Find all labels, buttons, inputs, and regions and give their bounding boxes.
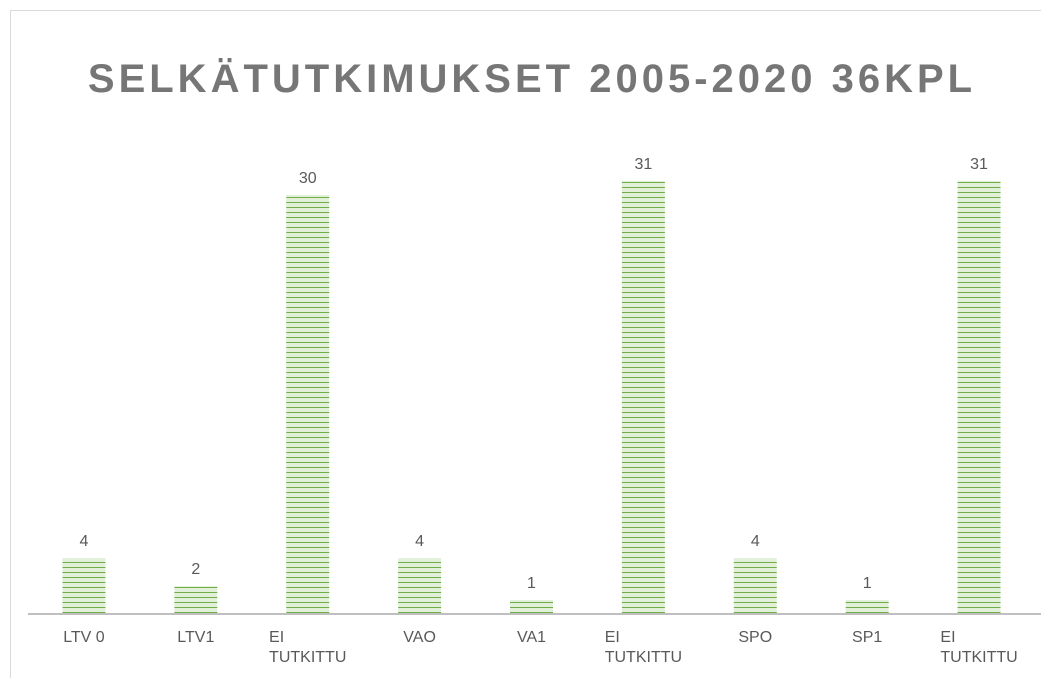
bar <box>957 180 1001 614</box>
x-tick-label: SP1 <box>852 629 882 646</box>
chart-title: SELKÄTUTKIMUKSET 2005-2020 36KPL <box>88 57 976 101</box>
data-label: 31 <box>970 156 988 173</box>
x-tick-label: SPO <box>738 629 772 646</box>
x-tick-label-line: TUTKITTU <box>605 649 682 666</box>
x-tick-label: LTV1 <box>177 629 214 646</box>
chart-border <box>10 10 1041 678</box>
x-tick-label-line: TUTKITTU <box>940 649 1017 666</box>
bar <box>398 558 442 614</box>
data-label: 1 <box>863 575 872 592</box>
bar <box>510 600 553 614</box>
x-tick-label: LTV 0 <box>63 629 105 646</box>
data-label: 2 <box>191 561 200 578</box>
x-tick-label: VA1 <box>517 629 546 646</box>
data-label: 4 <box>79 533 88 550</box>
data-label: 31 <box>634 156 652 173</box>
data-label: 4 <box>751 533 760 550</box>
bar <box>733 558 777 614</box>
x-tick-label-line: EI <box>605 629 620 646</box>
bar <box>62 558 106 614</box>
x-tick-label-line: EI <box>269 629 284 646</box>
x-tick-label-line: EI <box>940 629 955 646</box>
bar <box>845 600 889 614</box>
bar <box>621 180 665 614</box>
x-tick-label: EI TUTKITTU <box>269 629 346 666</box>
data-label: 30 <box>299 170 317 187</box>
x-tick-label-line: TUTKITTU <box>269 649 346 666</box>
data-label: 4 <box>415 533 424 550</box>
bar <box>286 194 330 614</box>
x-tick-label: EI TUTKITTU <box>605 629 682 666</box>
x-tick-label: EI TUTKITTU <box>940 629 1017 666</box>
x-tick-label: VAO <box>403 629 436 646</box>
data-label: 1 <box>527 575 536 592</box>
bar <box>174 586 218 614</box>
